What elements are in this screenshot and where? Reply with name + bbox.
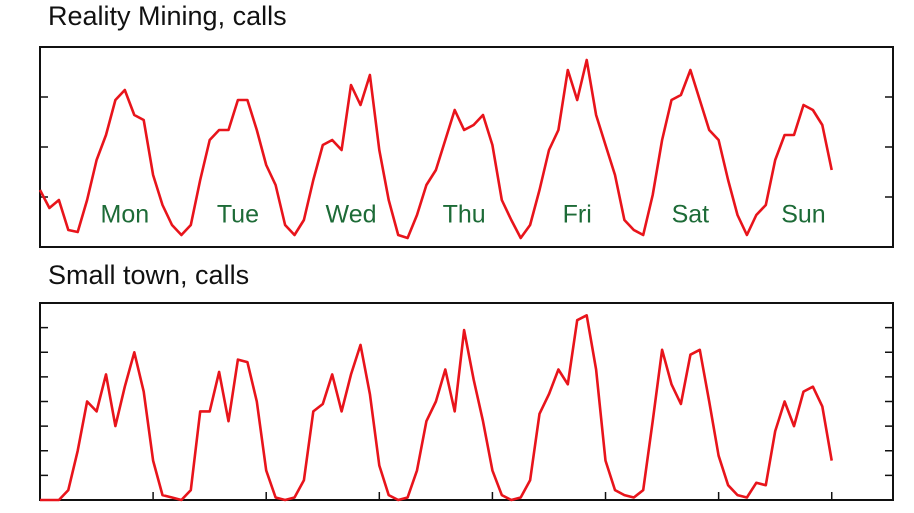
series-line: [38, 58, 833, 240]
chart-title: Reality Mining, calls: [48, 1, 287, 31]
day-label: Mon: [101, 201, 150, 229]
day-label: Sat: [672, 201, 710, 229]
day-label: Tue: [217, 201, 259, 229]
day-label: Thu: [443, 201, 486, 229]
day-label: Wed: [326, 201, 377, 229]
plot-frame: [39, 302, 894, 501]
day-label: Fri: [563, 201, 592, 229]
day-label: Sun: [781, 201, 825, 229]
series-line: [40, 314, 833, 502]
chart-title: Small town, calls: [48, 260, 249, 290]
